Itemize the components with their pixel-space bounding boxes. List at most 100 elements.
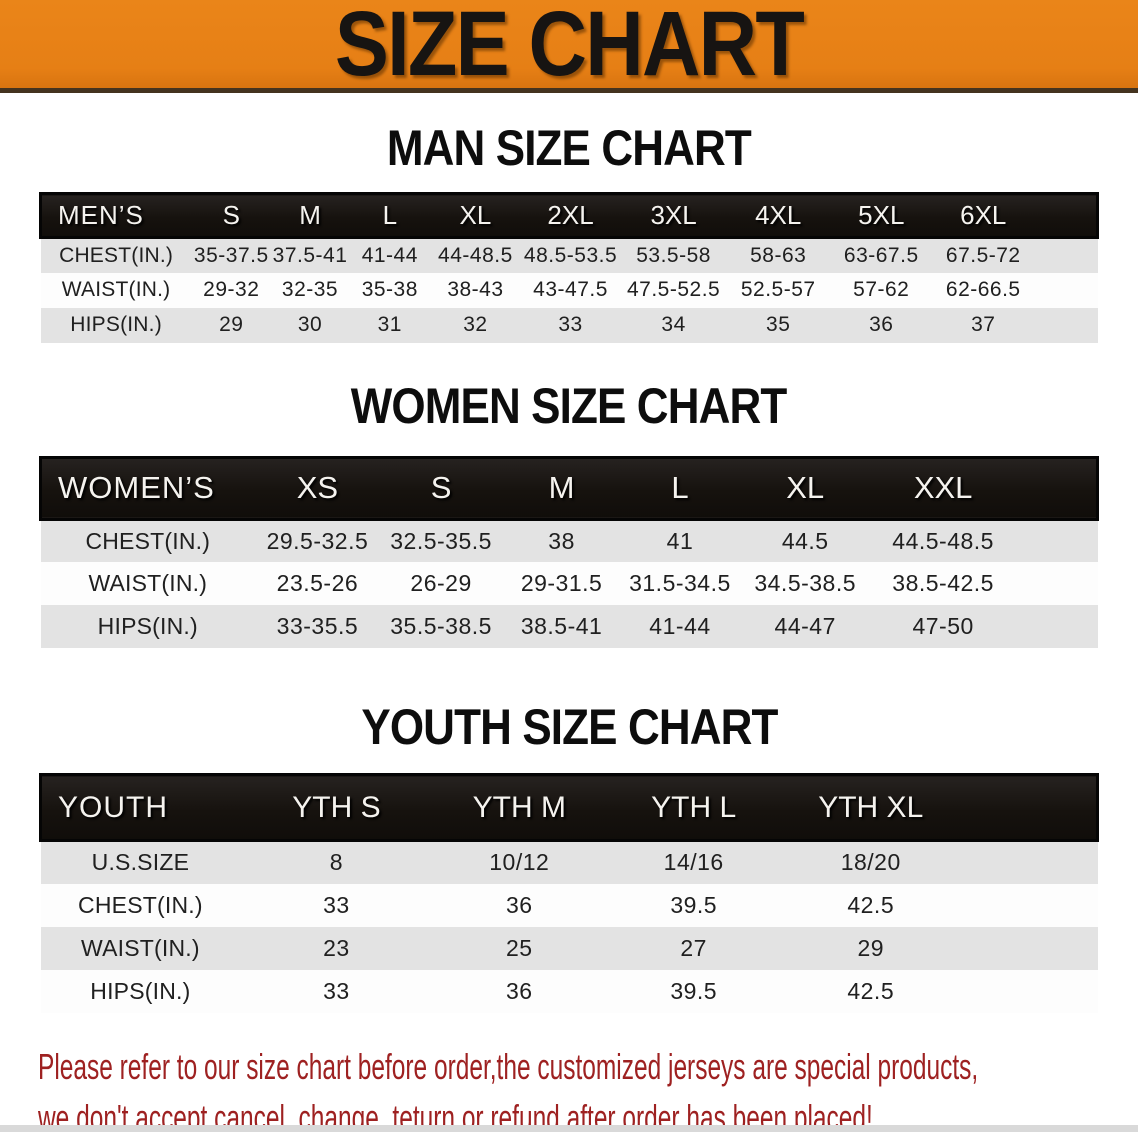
size-col-header: 2XL [520, 192, 621, 239]
size-col-header: YTH M [432, 773, 606, 842]
size-cell: 34 [620, 307, 727, 343]
disclaimer-line-1: Please refer to our size chart before or… [38, 1045, 979, 1087]
size-col-header: XL [430, 192, 521, 239]
size-cell: 52.5-57 [726, 272, 831, 308]
size-col-header: 5XL [830, 192, 933, 239]
size-cell: 33 [240, 969, 433, 1013]
size-cell: 38-43 [430, 272, 521, 308]
youth-size-chart-heading-text: YOUTH SIZE CHART [360, 699, 778, 755]
size-cell: 18/20 [781, 840, 961, 884]
row-spacer [960, 840, 1098, 884]
size-cell: 36 [432, 969, 606, 1013]
size-col-header: 4XL [726, 192, 831, 239]
size-cell: 25 [432, 926, 606, 970]
row-label: U.S.SIZE [40, 840, 241, 884]
row-spacer [1015, 605, 1098, 648]
row-spacer [960, 883, 1098, 927]
size-cell: 33-35.5 [255, 605, 380, 648]
row-label: CHEST(IN.) [40, 237, 192, 273]
size-cell: 67.5-72 [932, 237, 1034, 273]
size-cell: 47.5-52.5 [620, 272, 727, 308]
size-col-header: XL [739, 455, 872, 521]
man-size-chart-heading: MAN SIZE CHART [0, 123, 1138, 173]
size-cell: 14/16 [605, 840, 782, 884]
mens-hips-row: HIPS(IN.) 29 30 31 32 33 34 35 36 37 [40, 307, 1098, 343]
mens-size-table: MEN’S S M L XL 2XL 3XL 4XL 5XL 6XL CHEST… [38, 192, 1099, 343]
size-cell: 38.5-42.5 [871, 562, 1016, 605]
size-cell: 44-47 [739, 605, 872, 648]
header-spacer [960, 773, 1100, 842]
row-label: CHEST(IN.) [40, 519, 256, 562]
size-cell: 63-67.5 [830, 237, 933, 273]
size-cell: 27 [605, 926, 782, 970]
size-cell: 47-50 [871, 605, 1016, 648]
youth-ussize-row: U.S.SIZE 8 10/12 14/16 18/20 [40, 840, 1098, 884]
size-cell: 26-29 [379, 562, 503, 605]
mens-corner-label: MEN’S [38, 192, 192, 239]
youth-chest-row: CHEST(IN.) 33 36 39.5 42.5 [40, 883, 1098, 927]
row-label: HIPS(IN.) [40, 605, 256, 648]
youth-size-table: YOUTH YTH S YTH M YTH L YTH XL U.S.SIZE … [39, 773, 1100, 1013]
size-cell: 35 [726, 307, 831, 343]
size-cell: 44-48.5 [430, 237, 521, 273]
row-spacer [960, 969, 1098, 1013]
size-col-header: M [270, 192, 350, 239]
size-cell: 8 [240, 840, 433, 884]
size-cell: 29-31.5 [502, 562, 621, 605]
size-cell: 29 [781, 926, 961, 970]
row-spacer [1034, 307, 1098, 343]
size-col-header: L [620, 455, 740, 521]
size-cell: 36 [432, 883, 606, 927]
size-cell: 29 [191, 307, 271, 343]
womens-chest-row: CHEST(IN.) 29.5-32.5 32.5-35.5 38 41 44.… [40, 519, 1098, 562]
womens-size-table: WOMEN’S XS S M L XL XXL CHEST(IN.) 29.5-… [39, 455, 1100, 648]
size-chart-banner: SIZE CHART [0, 0, 1138, 93]
youth-waist-row: WAIST(IN.) 23 25 27 29 [40, 926, 1098, 970]
size-col-header: YTH XL [781, 773, 961, 842]
disclaimer: Please refer to our size chart before or… [0, 1041, 1138, 1132]
mens-header-row: MEN’S S M L XL 2XL 3XL 4XL 5XL 6XL [38, 192, 1099, 239]
size-cell: 35.5-38.5 [379, 605, 503, 648]
size-cell: 37 [932, 307, 1034, 343]
size-cell: 41 [620, 519, 740, 562]
size-cell: 32-35 [270, 272, 350, 308]
size-cell: 31.5-34.5 [620, 562, 740, 605]
size-cell: 39.5 [605, 883, 782, 927]
size-cell: 58-63 [726, 237, 831, 273]
size-cell: 29.5-32.5 [255, 519, 380, 562]
women-size-chart-heading-text: WOMEN SIZE CHART [351, 377, 788, 434]
womens-hips-row: HIPS(IN.) 33-35.5 35.5-38.5 38.5-41 41-4… [40, 605, 1098, 648]
row-spacer [1015, 562, 1098, 605]
womens-corner-label: WOMEN’S [39, 455, 256, 521]
size-cell: 42.5 [781, 969, 961, 1013]
size-cell: 32 [430, 307, 521, 343]
size-col-header: M [502, 455, 621, 521]
size-cell: 48.5-53.5 [520, 237, 621, 273]
womens-header-row: WOMEN’S XS S M L XL XXL [39, 455, 1100, 521]
row-spacer [960, 926, 1098, 970]
mens-waist-row: WAIST(IN.) 29-32 32-35 35-38 38-43 43-47… [40, 272, 1098, 308]
size-col-header: YTH L [605, 773, 782, 842]
size-col-header: XS [255, 455, 380, 521]
size-cell: 30 [270, 307, 350, 343]
header-spacer [1034, 192, 1099, 239]
size-cell: 44.5-48.5 [871, 519, 1016, 562]
row-label: WAIST(IN.) [40, 272, 192, 308]
size-cell: 41-44 [620, 605, 740, 648]
size-cell: 39.5 [605, 969, 782, 1013]
man-size-chart-heading-text: MAN SIZE CHART [386, 120, 752, 176]
size-col-header: L [349, 192, 431, 239]
size-cell: 37.5-41 [270, 237, 350, 273]
size-col-header: 6XL [932, 192, 1034, 239]
size-cell: 29-32 [191, 272, 271, 308]
size-cell: 36 [830, 307, 933, 343]
size-cell: 23 [240, 926, 433, 970]
youth-size-chart-heading: YOUTH SIZE CHART [0, 702, 1138, 752]
size-cell: 38.5-41 [502, 605, 621, 648]
size-col-header: S [379, 455, 503, 521]
size-cell: 32.5-35.5 [379, 519, 503, 562]
size-cell: 57-62 [830, 272, 933, 308]
size-col-header: XXL [871, 455, 1016, 521]
size-cell: 10/12 [432, 840, 606, 884]
women-size-chart-heading: WOMEN SIZE CHART [0, 381, 1138, 431]
